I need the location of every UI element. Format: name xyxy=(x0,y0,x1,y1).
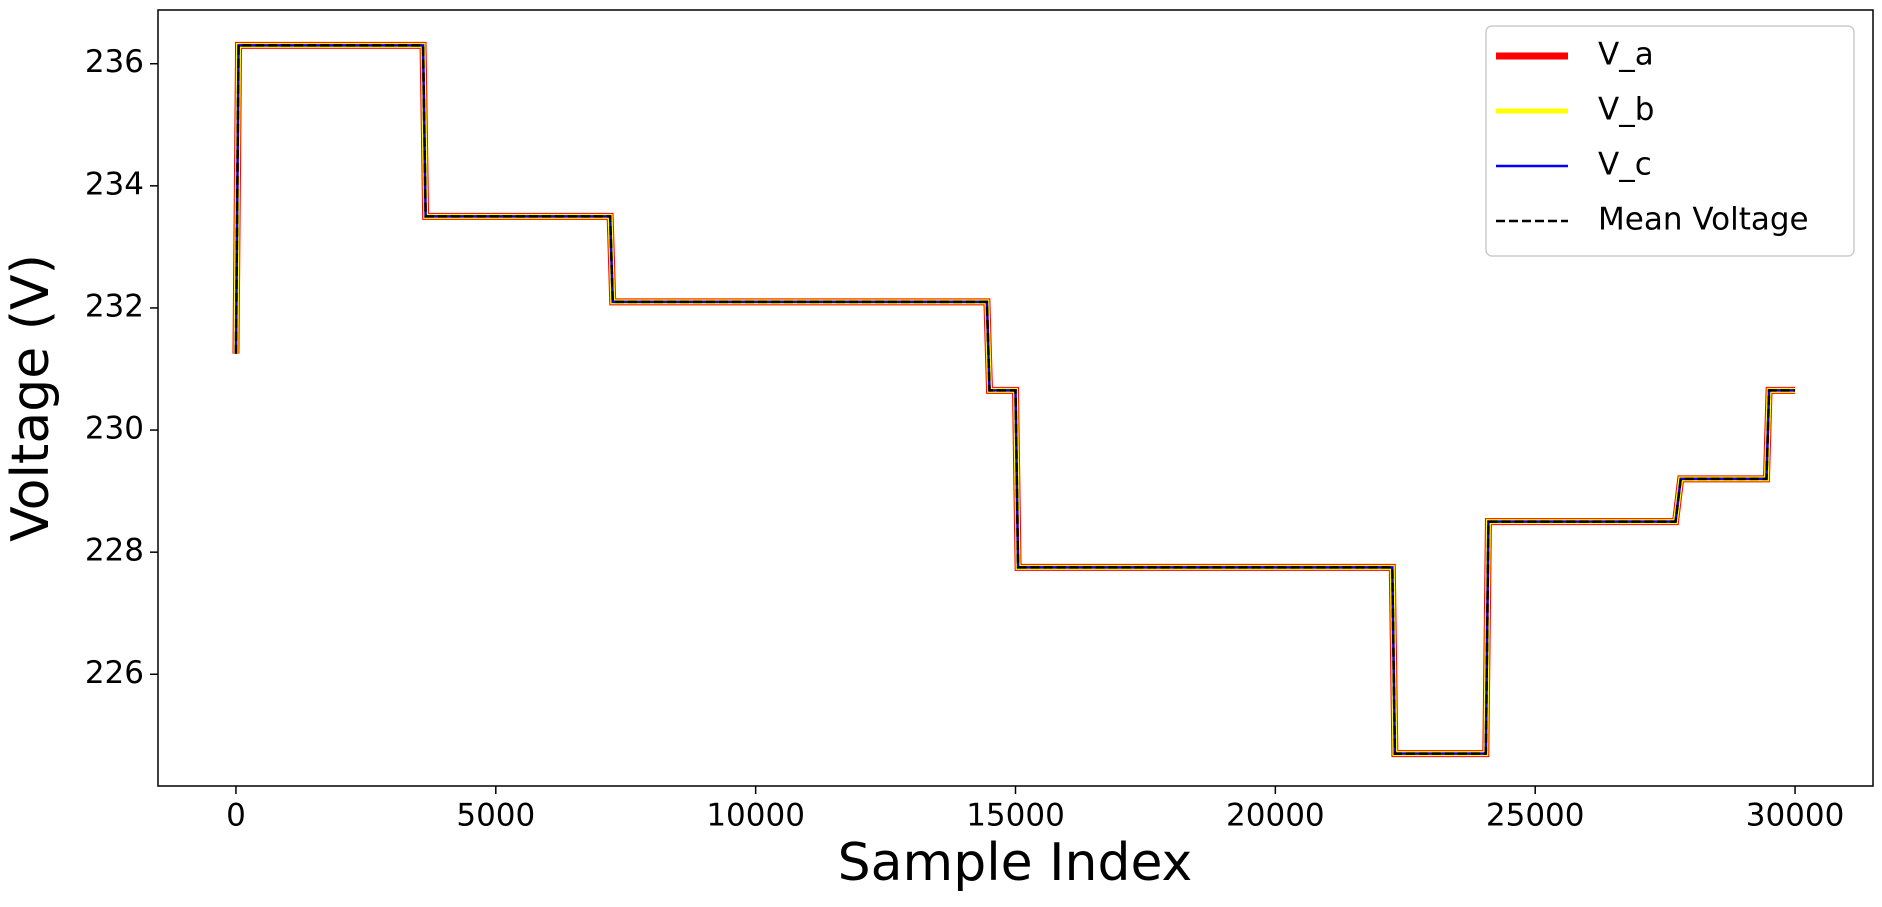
x-tick-label: 5000 xyxy=(456,798,535,834)
legend-label: Mean Voltage xyxy=(1598,202,1809,238)
x-tick-label: 20000 xyxy=(1226,798,1325,834)
y-tick-label: 236 xyxy=(85,44,144,80)
legend: V_a V_b V_c Mean Voltage xyxy=(1485,25,1855,257)
y-tick-label: 226 xyxy=(85,655,144,691)
legend-box xyxy=(1485,25,1855,257)
x-axis-label: Sample Index xyxy=(838,833,1193,893)
x-tick-label: 0 xyxy=(226,798,246,834)
series-line xyxy=(234,44,1796,755)
y-tick-label: 234 xyxy=(85,166,144,202)
legend-label: V_c xyxy=(1598,147,1652,183)
y-tick-label: 228 xyxy=(85,533,144,569)
x-tick-label: 15000 xyxy=(966,798,1065,834)
y-tick-label: 230 xyxy=(85,411,144,447)
y-axis-label: Voltage (V) xyxy=(1,254,61,542)
x-tick-label: 25000 xyxy=(1486,798,1585,834)
x-tick-label: 10000 xyxy=(706,798,805,834)
x-tick-label: 30000 xyxy=(1746,798,1845,834)
legend-label: V_b xyxy=(1598,92,1654,128)
legend-label: V_a xyxy=(1598,37,1654,73)
y-tick-label: 232 xyxy=(85,288,144,324)
